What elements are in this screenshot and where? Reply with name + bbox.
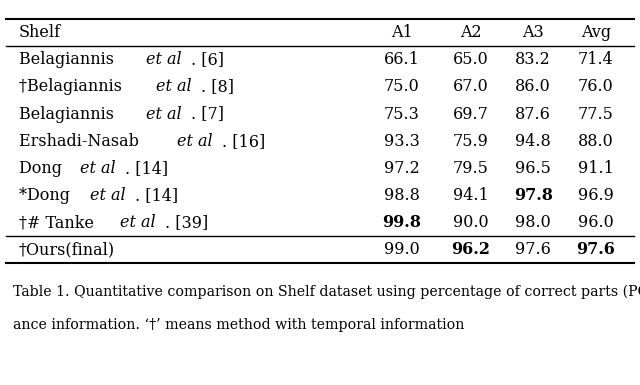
Text: Ershadi-Nasab: Ershadi-Nasab: [19, 133, 144, 150]
Text: Belagiannis: Belagiannis: [19, 105, 119, 122]
Text: 87.6: 87.6: [515, 105, 551, 122]
Text: Belagiannis: Belagiannis: [19, 51, 119, 68]
Text: 96.5: 96.5: [515, 160, 551, 177]
Text: 79.5: 79.5: [452, 160, 488, 177]
Text: 75.9: 75.9: [452, 133, 488, 150]
Text: 76.0: 76.0: [578, 79, 614, 95]
Text: 97.6: 97.6: [577, 241, 616, 258]
Text: 65.0: 65.0: [452, 51, 488, 68]
Text: 83.2: 83.2: [515, 51, 551, 68]
Text: 97.6: 97.6: [515, 241, 551, 258]
Text: 98.8: 98.8: [383, 187, 419, 204]
Text: Dong: Dong: [19, 160, 67, 177]
Text: 75.3: 75.3: [383, 105, 419, 122]
Text: 94.8: 94.8: [515, 133, 551, 150]
Text: et al: et al: [80, 160, 115, 177]
Text: . [7]: . [7]: [191, 105, 223, 122]
Text: et al: et al: [177, 133, 212, 150]
Text: 97.8: 97.8: [514, 187, 553, 204]
Text: 91.1: 91.1: [578, 160, 614, 177]
Text: 99.0: 99.0: [383, 241, 419, 258]
Text: †Ours(final): †Ours(final): [19, 241, 115, 258]
Text: . [8]: . [8]: [201, 79, 234, 95]
Text: A1: A1: [390, 24, 412, 41]
Text: . [39]: . [39]: [165, 214, 209, 231]
Text: et al: et al: [120, 214, 156, 231]
Text: et al: et al: [145, 51, 181, 68]
Text: 96.9: 96.9: [578, 187, 614, 204]
Text: . [14]: . [14]: [135, 187, 178, 204]
Text: et al: et al: [90, 187, 125, 204]
Text: et al: et al: [145, 105, 181, 122]
Text: 93.3: 93.3: [383, 133, 419, 150]
Text: 98.0: 98.0: [515, 214, 551, 231]
Text: 69.7: 69.7: [452, 105, 488, 122]
Text: 66.1: 66.1: [383, 51, 419, 68]
Text: 86.0: 86.0: [515, 79, 551, 95]
Text: 88.0: 88.0: [578, 133, 614, 150]
Text: 90.0: 90.0: [452, 214, 488, 231]
Text: . [16]: . [16]: [222, 133, 266, 150]
Text: Table 1. Quantitative comparison on Shelf dataset using percentage of correct pa: Table 1. Quantitative comparison on Shel…: [13, 284, 640, 299]
Text: †Belagiannis: †Belagiannis: [19, 79, 127, 95]
Text: 71.4: 71.4: [578, 51, 614, 68]
Text: *Dong: *Dong: [19, 187, 75, 204]
Text: ance information. ‘†’ means method with temporal information: ance information. ‘†’ means method with …: [13, 318, 464, 332]
Text: . [6]: . [6]: [191, 51, 223, 68]
Text: 94.1: 94.1: [452, 187, 488, 204]
Text: . [14]: . [14]: [125, 160, 168, 177]
Text: A2: A2: [460, 24, 481, 41]
Text: 96.2: 96.2: [451, 241, 490, 258]
Text: 75.0: 75.0: [383, 79, 419, 95]
Text: Shelf: Shelf: [19, 24, 61, 41]
Text: †# Tanke: †# Tanke: [19, 214, 99, 231]
Text: Avg: Avg: [581, 24, 611, 41]
Text: 97.2: 97.2: [383, 160, 419, 177]
Text: 77.5: 77.5: [578, 105, 614, 122]
Text: 67.0: 67.0: [452, 79, 488, 95]
Text: A3: A3: [522, 24, 544, 41]
Text: 96.0: 96.0: [578, 214, 614, 231]
Text: et al: et al: [156, 79, 191, 95]
Text: 99.8: 99.8: [382, 214, 421, 231]
